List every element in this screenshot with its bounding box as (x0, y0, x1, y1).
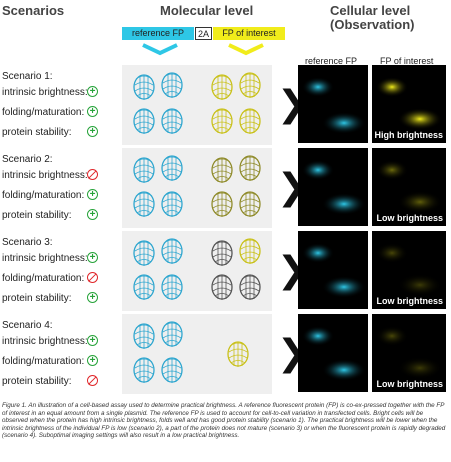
property-intrinsic-brightness: intrinsic brightness: (2, 336, 88, 347)
scenario-3: Scenario 3: intrinsic brightness: foldin… (0, 231, 451, 311)
cell-image-ref (298, 65, 368, 143)
molecular-panel (122, 65, 272, 145)
cell-image-ref (298, 314, 368, 392)
plus-circle-icon: + (87, 86, 98, 97)
scenario-title: Scenario 2: (2, 154, 53, 165)
cell-image-foi: Low brightness (372, 314, 446, 392)
cell-image-foi: Low brightness (372, 231, 446, 309)
plus-circle-icon: + (87, 106, 98, 117)
scenarios-heading: Scenarios (2, 3, 65, 18)
property-intrinsic-brightness: intrinsic brightness: (2, 87, 88, 98)
plus-circle-icon: + (87, 292, 98, 303)
property-protein-stability: protein stability: (2, 210, 72, 221)
yellow-chevron-down-icon (228, 43, 264, 56)
prohibited-icon (87, 272, 98, 283)
plus-circle-icon: + (87, 335, 98, 346)
plus-circle-icon: + (87, 209, 98, 220)
property-intrinsic-brightness: intrinsic brightness: (2, 170, 88, 181)
scenario-2: Scenario 2: intrinsic brightness: foldin… (0, 148, 451, 228)
plus-circle-icon: + (87, 252, 98, 263)
protein-illustration (133, 72, 261, 135)
plus-circle-icon: + (87, 126, 98, 137)
cyan-chevron-down-icon (142, 43, 178, 56)
cellular-heading: Cellular level (Observation) (330, 3, 415, 32)
property-folding-maturation: folding/maturation: (2, 356, 85, 367)
protein-illustration (133, 155, 261, 218)
brightness-label: High brightness (374, 130, 443, 140)
cell-image-ref (298, 231, 368, 309)
plus-circle-icon: + (87, 355, 98, 366)
molecular-heading: Molecular level (160, 3, 254, 18)
prohibited-icon (87, 169, 98, 180)
cell-column-foi: FP of interest (380, 56, 434, 66)
scenario-title: Scenario 1: (2, 71, 53, 82)
scenario-title: Scenario 4: (2, 320, 53, 331)
property-folding-maturation: folding/maturation: (2, 273, 85, 284)
property-intrinsic-brightness: intrinsic brightness: (2, 253, 88, 264)
property-protein-stability: protein stability: (2, 127, 72, 138)
scenario-4: Scenario 4: intrinsic brightness: foldin… (0, 314, 451, 394)
construct-ref-fp: reference FP (122, 27, 194, 40)
figure-caption: Figure 1. An illustration of a cell-base… (2, 402, 446, 440)
property-protein-stability: protein stability: (2, 293, 72, 304)
cell-image-foi: High brightness (372, 65, 446, 143)
molecular-panel (122, 314, 272, 394)
protein-illustration (133, 321, 249, 384)
cell-column-ref: reference FP (305, 56, 358, 66)
property-protein-stability: protein stability: (2, 376, 72, 387)
cell-image-ref (298, 148, 368, 226)
prohibited-icon (87, 375, 98, 386)
cell-image-foi: Low brightness (372, 148, 446, 226)
construct-fp-of-interest: FP of interest (213, 27, 285, 40)
scenario-1: Scenario 1: intrinsic brightness: foldin… (0, 65, 451, 145)
property-folding-maturation: folding/maturation: (2, 190, 85, 201)
brightness-label: Low brightness (376, 296, 443, 306)
construct-2a-linker: 2A (195, 27, 212, 40)
plus-circle-icon: + (87, 189, 98, 200)
brightness-label: Low brightness (376, 213, 443, 223)
molecular-panel (122, 148, 272, 228)
property-folding-maturation: folding/maturation: (2, 107, 85, 118)
brightness-label: Low brightness (376, 379, 443, 389)
protein-illustration (133, 238, 261, 301)
molecular-panel (122, 231, 272, 311)
scenario-title: Scenario 3: (2, 237, 53, 248)
